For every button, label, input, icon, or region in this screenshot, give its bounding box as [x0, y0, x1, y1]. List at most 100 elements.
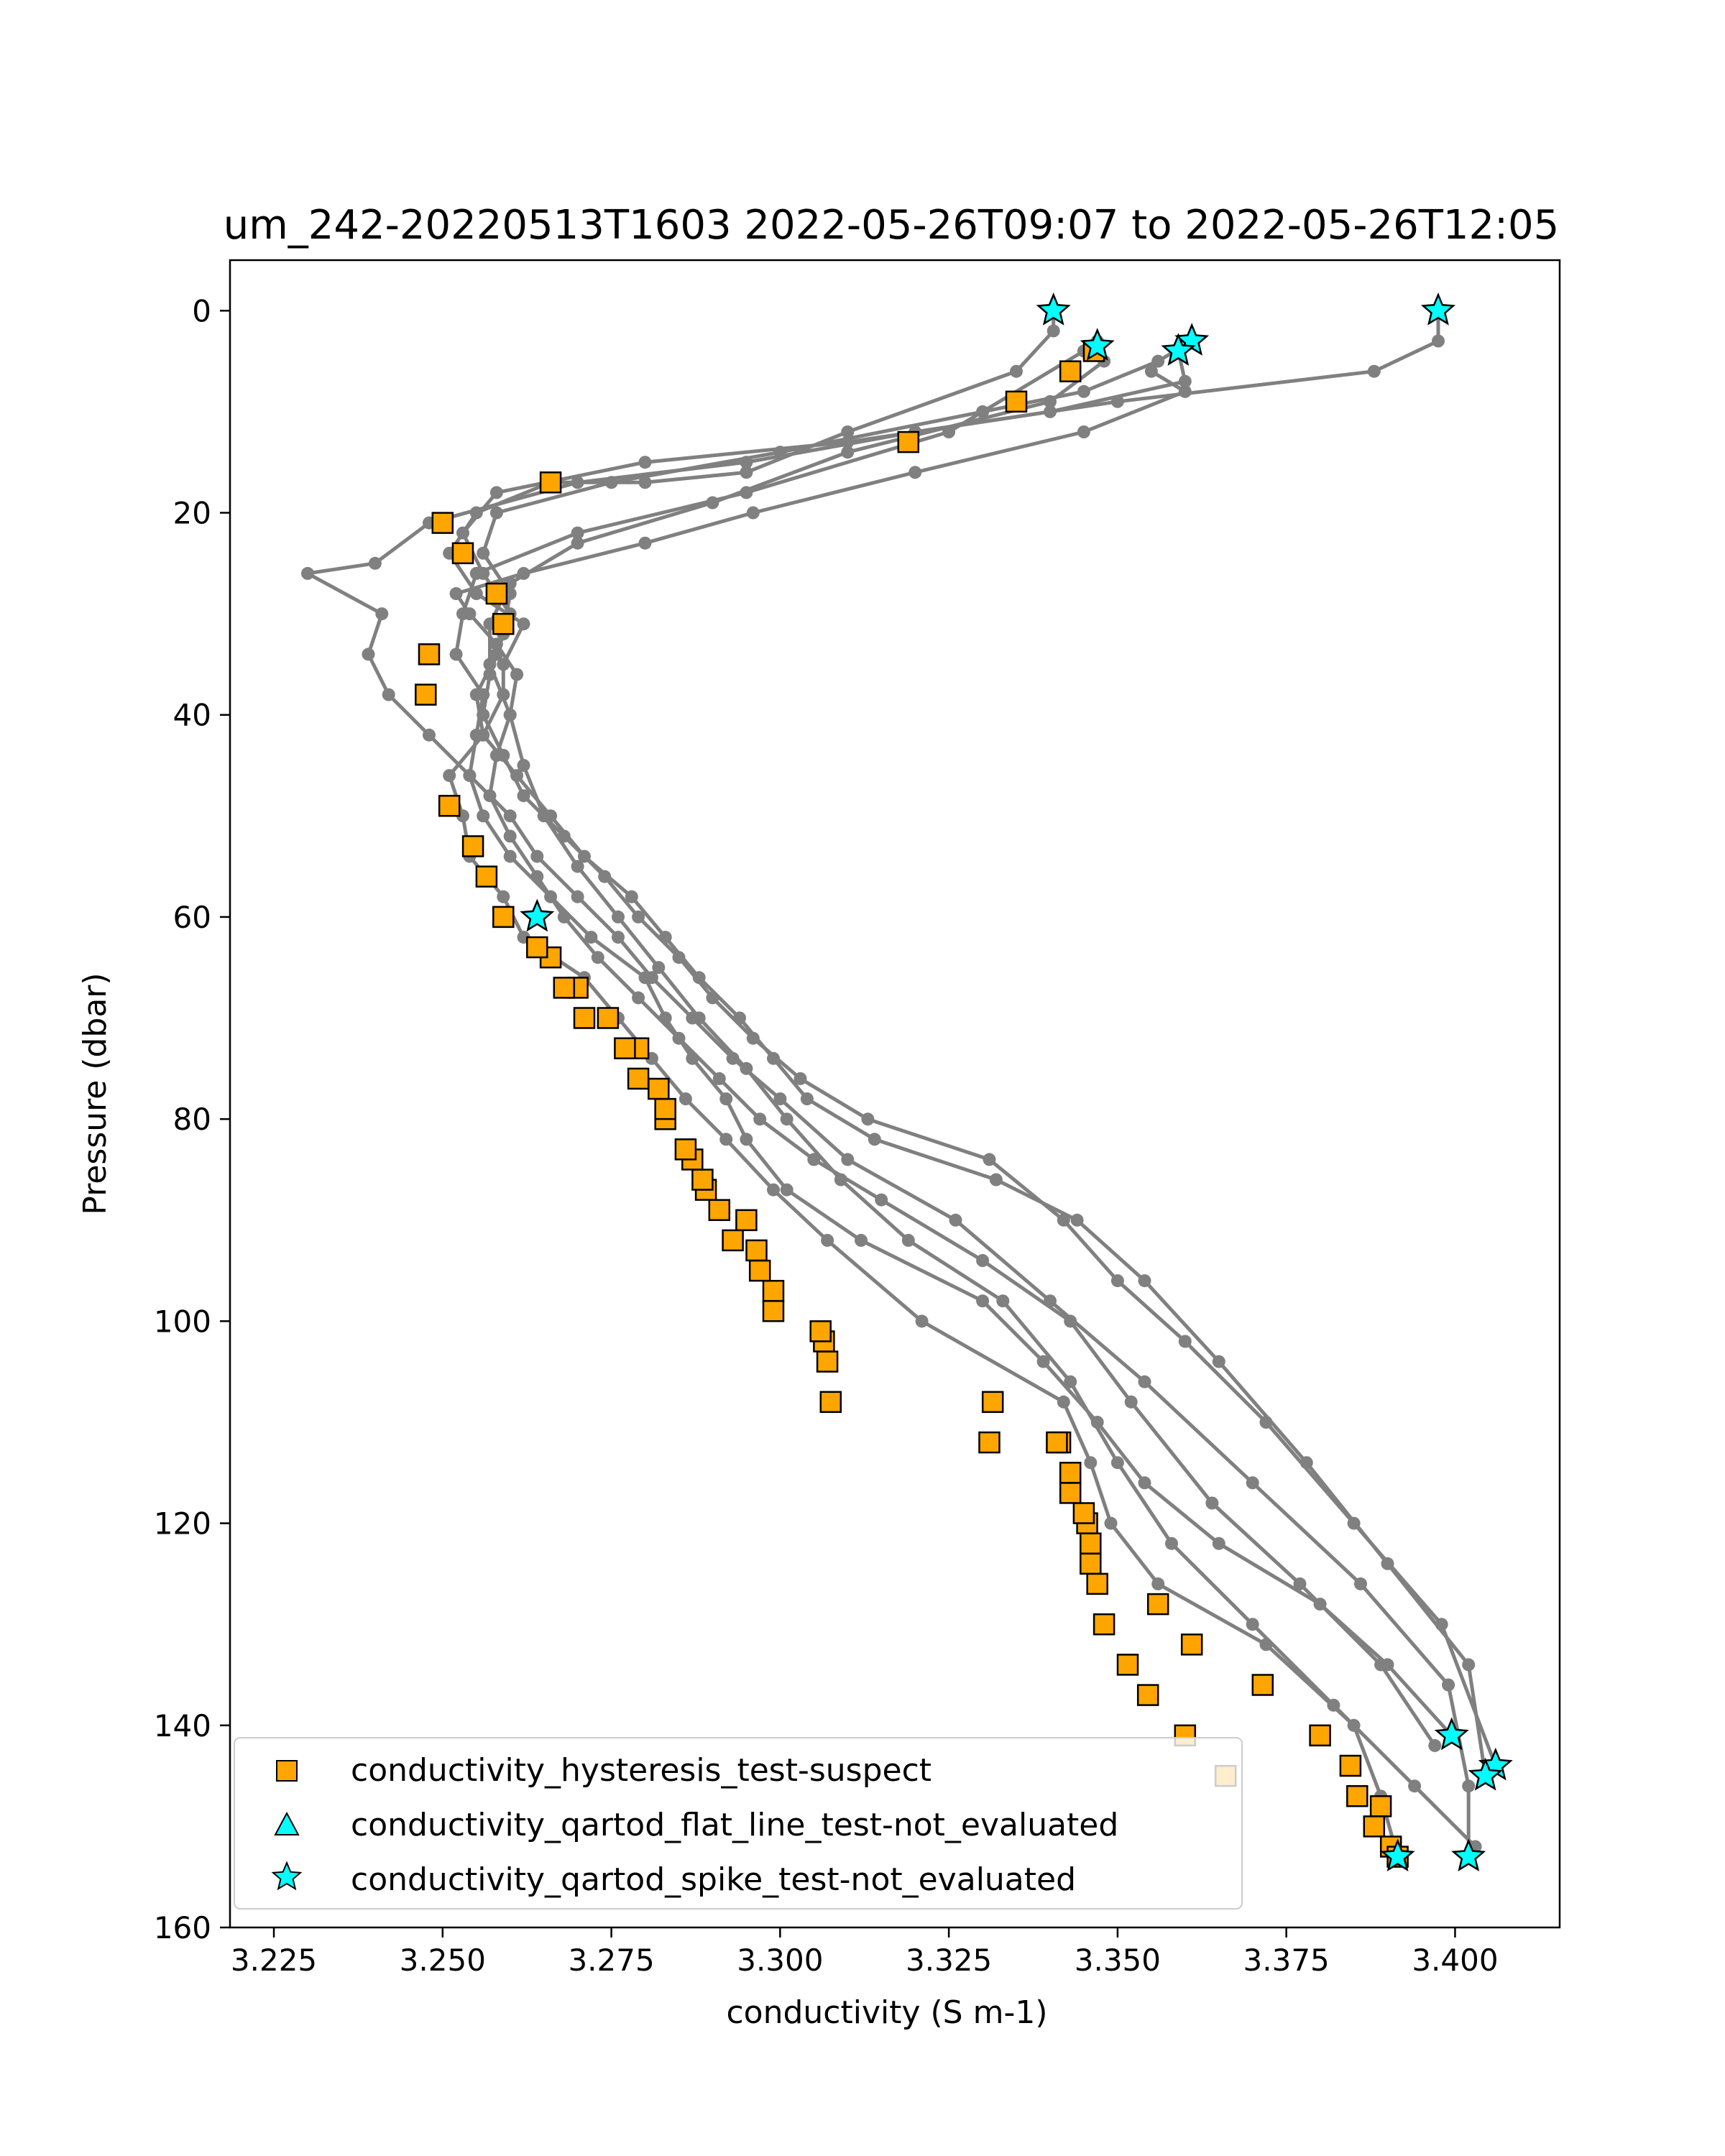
hysteresis-suspect-marker — [492, 906, 515, 929]
profile-point — [692, 971, 706, 985]
profile-point — [800, 1092, 814, 1105]
spike-test-marker — [520, 898, 555, 932]
y-tick-label: 20 — [173, 496, 211, 531]
profile-point — [483, 789, 497, 803]
profile-point — [1151, 1577, 1165, 1590]
profile-point — [706, 496, 719, 510]
profile-point — [645, 971, 658, 985]
profile-point — [571, 860, 584, 873]
profile-point — [712, 1072, 726, 1085]
profile-point — [841, 425, 855, 438]
profile-point — [382, 688, 395, 701]
hysteresis-suspect-marker — [1346, 1784, 1368, 1807]
profile-point — [740, 456, 753, 469]
profile-point — [1064, 1375, 1077, 1388]
profile-point — [489, 506, 503, 520]
hysteresis-suspect-marker — [819, 1391, 842, 1414]
profile-point — [746, 1031, 760, 1045]
hysteresis-suspect-marker — [762, 1279, 785, 1302]
hysteresis-suspect-marker — [461, 835, 484, 857]
hysteresis-suspect-marker — [1005, 390, 1028, 413]
hysteresis-suspect-marker — [748, 1259, 771, 1282]
hysteresis-suspect-marker — [735, 1209, 758, 1232]
y-tick-label: 40 — [173, 698, 211, 733]
profile-point — [1212, 1537, 1225, 1550]
hysteresis-suspect-marker — [553, 977, 576, 999]
hysteresis-suspect-marker — [492, 612, 515, 635]
profile-point — [625, 890, 638, 903]
hysteresis-suspect-marker — [539, 471, 562, 494]
y-axis: 0 20 40 60 80 100 120 140 160 — [154, 293, 230, 1945]
hysteresis-suspect-marker — [1116, 1654, 1139, 1676]
profile-point — [1138, 1375, 1151, 1388]
profile-point — [469, 688, 483, 701]
profile-point — [449, 587, 463, 600]
hysteresis-suspect-marker — [573, 1007, 596, 1029]
legend-hysteresis-swatch — [276, 1760, 298, 1782]
profile-point — [557, 910, 571, 923]
profile-point — [1064, 1314, 1077, 1328]
profile-point — [463, 607, 477, 621]
profile-point — [1036, 1355, 1050, 1368]
profile-point — [908, 466, 922, 479]
profile-point — [362, 648, 375, 661]
hysteresis-suspect-marker — [1059, 360, 1082, 382]
profile-point — [1428, 1738, 1442, 1752]
x-tick-label: 3.300 — [737, 1943, 823, 1978]
spike-test-marker — [1380, 1838, 1415, 1872]
profile-point — [571, 890, 584, 903]
profile-point — [368, 556, 382, 570]
profile-point — [740, 1061, 753, 1075]
profile-point — [868, 1133, 881, 1146]
hysteresis-suspect-marker — [691, 1169, 714, 1191]
profile-point — [638, 536, 652, 550]
hysteresis-suspect-marker — [654, 1097, 676, 1120]
hysteresis-suspect-marker — [1059, 1462, 1082, 1484]
hysteresis-suspect-marker — [1363, 1815, 1386, 1838]
profile-point — [652, 961, 666, 975]
profile-line — [305, 310, 1471, 1857]
profile-point — [996, 1294, 1010, 1308]
profile-point — [1110, 1274, 1124, 1288]
plot-area-frame — [229, 259, 1561, 1929]
profile-point — [1432, 334, 1445, 348]
profile-point — [807, 1153, 821, 1166]
profile-point — [1151, 354, 1165, 368]
y-tick-label: 0 — [192, 293, 211, 328]
profile-point — [1212, 1355, 1225, 1368]
hysteresis-suspect-marker — [762, 1300, 785, 1322]
spike-test-marker — [1161, 333, 1196, 366]
profile-point — [983, 1153, 996, 1166]
y-axis-label: Pressure (dbar) — [77, 972, 114, 1215]
y-tick-label: 140 — [154, 1708, 211, 1743]
profile-point — [449, 648, 463, 661]
hysteresis-suspect-marker — [485, 582, 508, 605]
profile-point — [794, 1072, 807, 1085]
hysteresis-suspect-marker — [451, 542, 474, 565]
hysteresis-suspect-marker — [1059, 1482, 1082, 1504]
hysteresis-suspect-marker — [1369, 1795, 1392, 1818]
profile-point — [773, 1092, 787, 1105]
hysteresis-suspect-marker — [978, 1431, 1000, 1454]
profile-point — [463, 769, 477, 783]
hysteresis-suspect-marker — [648, 1077, 670, 1100]
profile-point — [1057, 1395, 1070, 1409]
profile-point — [780, 1112, 794, 1126]
profile-point — [1165, 1537, 1178, 1550]
profile-point — [612, 931, 625, 944]
legend-hysteresis-label: conductivity_hysteresis_test-suspect — [351, 1752, 932, 1789]
profile-point — [678, 1092, 692, 1105]
hysteresis-suspect-marker — [1146, 1593, 1169, 1616]
profile-point — [1354, 1577, 1367, 1590]
profile-point — [1110, 1456, 1124, 1470]
profile-point — [375, 607, 389, 621]
hysteresis-suspect-marker — [1080, 1532, 1102, 1554]
x-axis-label: conductivity (S m-1) — [726, 1994, 1047, 2031]
profile-point — [1442, 1678, 1455, 1692]
profile-point — [753, 1112, 767, 1126]
profile-point — [1077, 384, 1090, 398]
y-tick-label: 80 — [173, 1102, 211, 1137]
profile-point — [489, 486, 503, 499]
x-tick-label: 3.350 — [1075, 1943, 1161, 1978]
